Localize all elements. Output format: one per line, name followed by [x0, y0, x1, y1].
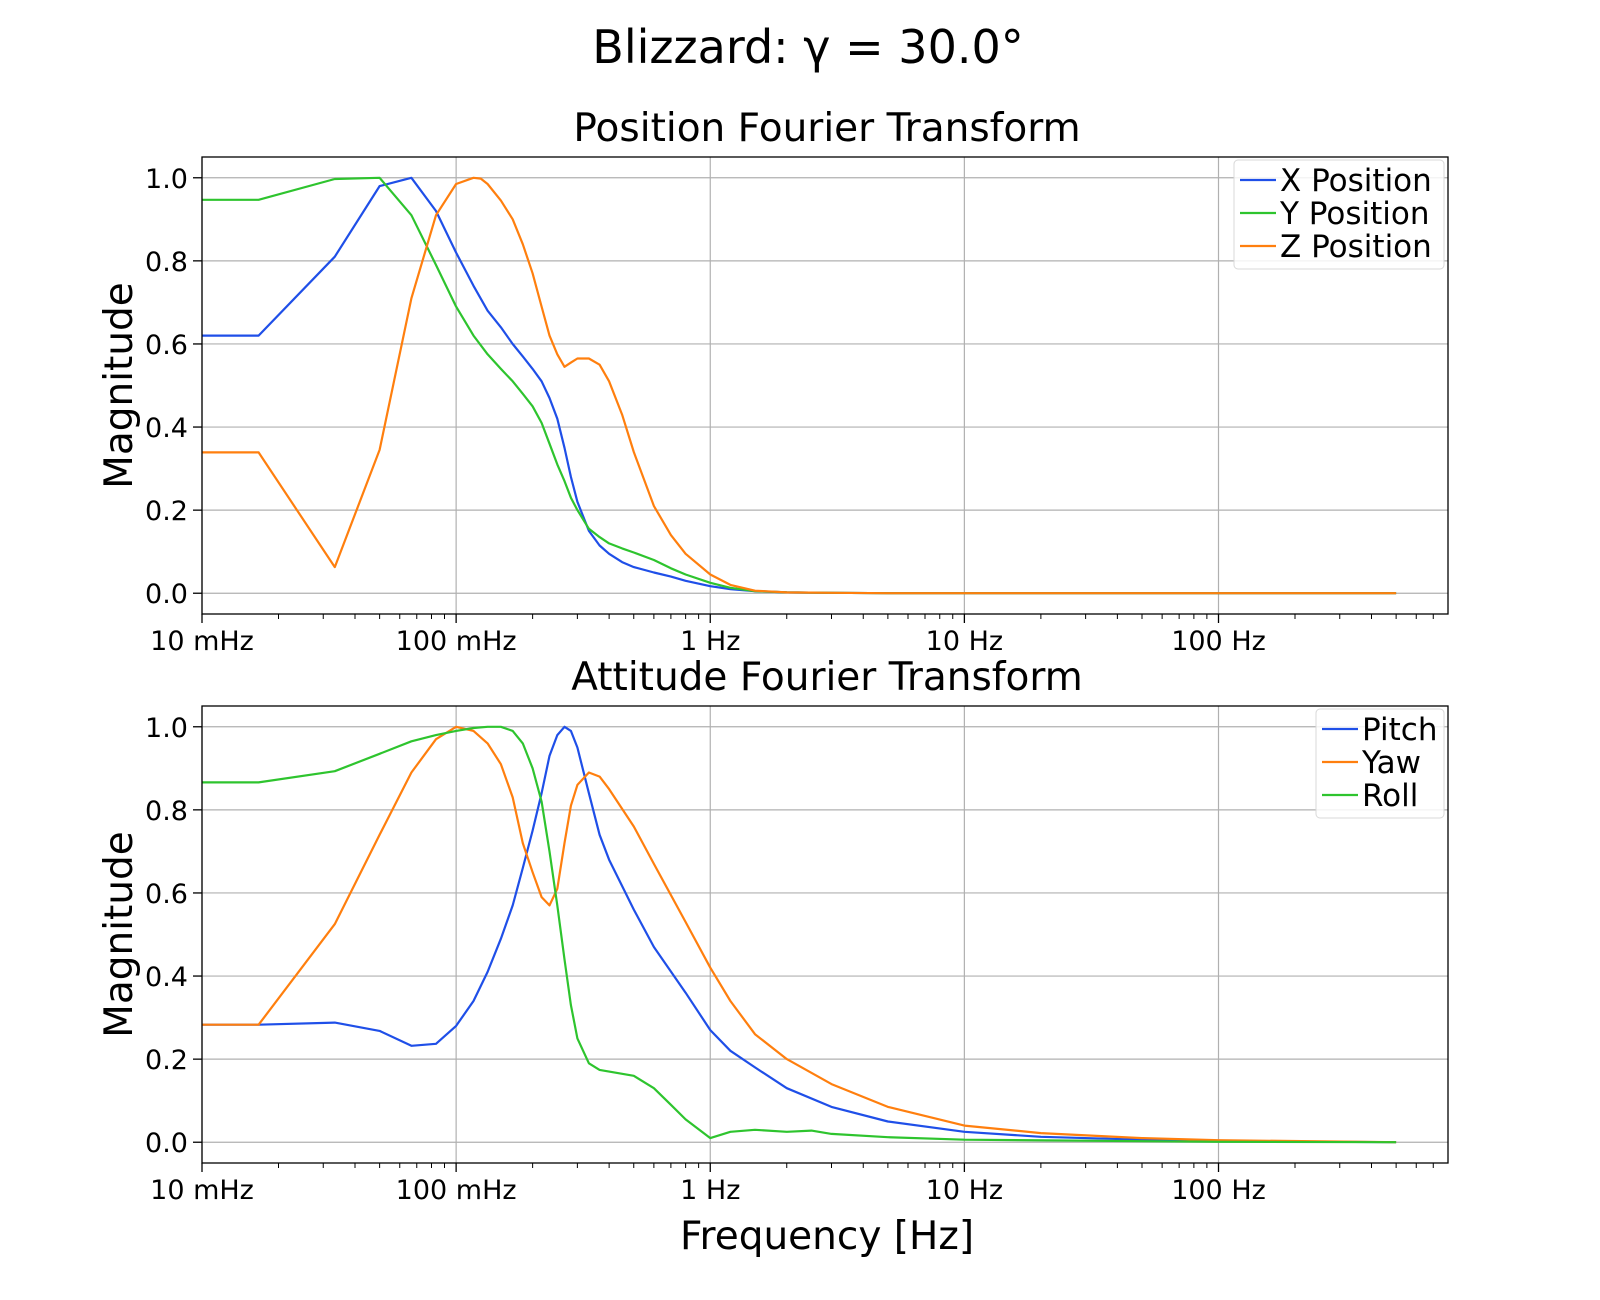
plot-frame: [201, 156, 1449, 615]
legend-label: X Position: [1280, 163, 1432, 199]
legend-label: Y Position: [1279, 196, 1430, 232]
series-line-pitch: [202, 725, 1397, 1144]
plot-frame: [201, 705, 1449, 1164]
series-line-x-position: [202, 176, 1397, 595]
y-tick-label: 0.6: [145, 330, 188, 361]
y-tick-label: 0.6: [145, 879, 188, 910]
y-tick-label: 0.4: [145, 413, 188, 444]
x-tick-label: 100 mHz: [396, 1175, 517, 1206]
chart-title: Position Fourier Transform: [573, 106, 1080, 151]
legend-label: Pitch: [1362, 712, 1437, 748]
series-line-yaw: [202, 725, 1397, 1144]
x-tick-label: 10 mHz: [150, 626, 254, 657]
y-tick-label: 1.0: [145, 713, 188, 744]
y-tick-label: 0.0: [145, 1128, 188, 1159]
y-tick-label: 0.8: [145, 796, 188, 827]
y-tick-label: 0.8: [145, 247, 188, 278]
legend-label: Yaw: [1361, 745, 1421, 781]
x-tick-label: 100 mHz: [396, 626, 517, 657]
y-tick-label: 0.2: [145, 496, 188, 527]
series-line-z-position: [202, 176, 1397, 595]
legend-label: Roll: [1362, 778, 1418, 814]
x-tick-label: 10 mHz: [150, 1175, 254, 1206]
x-tick-label: 1 Hz: [680, 626, 740, 657]
legend-box: [1233, 159, 1445, 270]
series-line-y-position: [202, 176, 1397, 595]
position-chart: 10 mHz 100 mHz 1 Hz 10 Hz 100 Hz 0.0 0.2 0.4 0.6…: [97, 106, 1449, 657]
x-tick-label: 100 Hz: [1171, 626, 1266, 657]
y-axis-label: Magnitude: [97, 282, 142, 489]
attitude-chart: 10 mHz 100 mHz 1 Hz 10 Hz 100 Hz 0.0 0.2 0.4 0.6…: [97, 655, 1449, 1259]
y-tick-label: 1.0: [145, 164, 188, 195]
y-axis-label: Magnitude: [97, 831, 142, 1038]
x-tick-label: 10 Hz: [926, 1175, 1003, 1206]
y-tick-label: 0.4: [145, 962, 188, 993]
y-tick-label: 0.2: [145, 1045, 188, 1076]
legend-box: [1315, 708, 1445, 819]
series-line-roll: [202, 725, 1397, 1144]
y-tick-label: 0.0: [145, 579, 188, 610]
legend-label: Z Position: [1280, 229, 1432, 265]
x-tick-label: 100 Hz: [1171, 1175, 1266, 1206]
x-tick-label: 1 Hz: [680, 1175, 740, 1206]
figure-title: Blizzard: γ = 30.0°: [592, 20, 1023, 74]
chart-title: Attitude Fourier Transform: [571, 655, 1082, 700]
x-axis-label: Frequency [Hz]: [680, 1214, 974, 1259]
x-tick-label: 10 Hz: [926, 626, 1003, 657]
